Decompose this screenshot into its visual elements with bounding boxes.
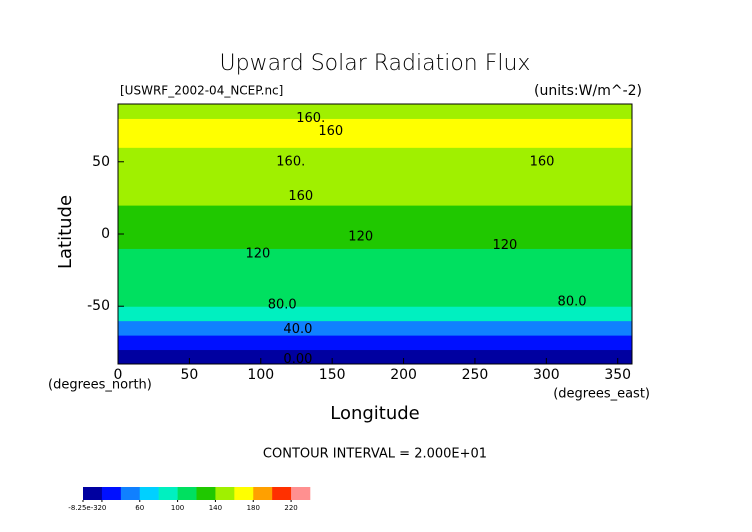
annotation: CONTOUR INTERVAL = 2.000E+01 [263, 447, 487, 462]
field-band [118, 335, 632, 351]
source-label: [USWRF_2002-04_NCEP.nc] [120, 84, 283, 98]
colorbar-swatch [158, 487, 178, 500]
field-band [118, 147, 632, 163]
contour-label: 80.0 [558, 294, 587, 309]
colorbar-swatch [120, 487, 141, 500]
field-band [118, 161, 632, 177]
colorbar-tick-label: 20 [97, 504, 106, 512]
field-band [118, 205, 632, 221]
field-band [118, 248, 632, 264]
chart-title: Upward Solar Radiation Flux [220, 51, 531, 76]
y-axis-label: Latitude [55, 195, 76, 269]
y-tick-label: 50 [92, 154, 110, 170]
field-band [118, 291, 632, 307]
contour-label: 80.0 [268, 297, 297, 312]
units-label: (units:W/m^-2) [534, 83, 642, 99]
y-tick-label: -50 [87, 298, 110, 314]
field-band [118, 262, 632, 278]
colorbar-swatch [234, 487, 254, 500]
y-tick-label: 0 [101, 226, 110, 242]
contour-label: 40.0 [283, 322, 312, 337]
colorbar-tick-label: -8.25e-3 [68, 504, 97, 512]
x-tick-label: 350 [604, 367, 631, 383]
field-band [118, 234, 632, 249]
colorbar-tick-label: 220 [284, 504, 297, 512]
colorbar-swatch [139, 487, 159, 500]
x-tick-label: 250 [462, 367, 489, 383]
colorbar-swatch [196, 487, 216, 500]
contour-label: 160. [276, 154, 305, 169]
colorbar-swatch [177, 487, 197, 500]
x-axis-label: Longitude [330, 403, 420, 424]
contour-label: 160 [318, 124, 343, 139]
colorbar-tick-label: 180 [247, 504, 260, 512]
field-band [118, 118, 632, 134]
colorbar-swatch [83, 487, 103, 500]
field-band [118, 190, 632, 206]
contour-label: 160 [288, 189, 313, 204]
field-band [118, 320, 632, 336]
colorbar-tick-label: 60 [135, 504, 144, 512]
field-band [118, 104, 632, 119]
colorbar-tick-label: 140 [209, 504, 222, 512]
colorbar-tick-label: 100 [171, 504, 184, 512]
contour-label: 120 [493, 238, 518, 253]
colorbar-swatch [215, 487, 235, 500]
contour-label: 160. [296, 111, 325, 126]
field-band [118, 132, 632, 148]
colorbar-swatch [291, 487, 311, 500]
field-band [118, 306, 632, 322]
colorbar-swatch [101, 487, 122, 500]
field-band [118, 176, 632, 192]
field-band [118, 349, 632, 365]
x-tick-label: 50 [180, 367, 198, 383]
field-band [118, 219, 632, 235]
contour-label: 120 [348, 229, 373, 244]
contour-label: 120 [246, 247, 271, 262]
x-tick-label: 300 [533, 367, 560, 383]
y-unit-label: (degrees_north) [48, 378, 152, 393]
contour-label: 160 [530, 154, 555, 169]
field-band [118, 277, 632, 293]
x-unit-label: (degrees_east) [553, 387, 650, 402]
x-tick-label: 150 [319, 367, 346, 383]
x-tick-label: 100 [247, 367, 274, 383]
x-tick-label: 0 [114, 367, 123, 383]
colorbar-swatch [272, 487, 292, 500]
contour-label: 0.00 [283, 352, 312, 367]
colorbar-swatch [253, 487, 273, 500]
x-tick-label: 200 [390, 367, 417, 383]
